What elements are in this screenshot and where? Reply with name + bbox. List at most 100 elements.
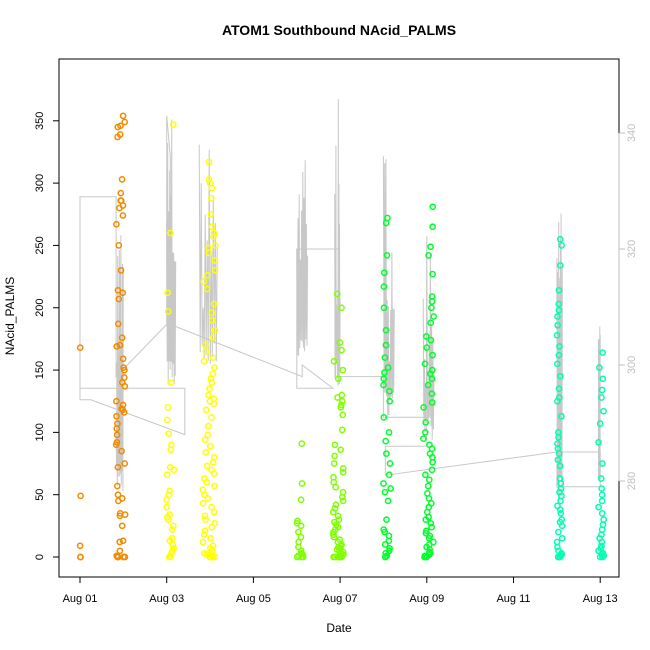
data-point <box>337 404 345 411</box>
data-point <box>164 404 172 411</box>
data-point <box>339 465 347 472</box>
data-point <box>118 334 126 342</box>
data-point <box>211 326 219 334</box>
data-point <box>381 369 388 376</box>
data-point <box>203 462 211 470</box>
data-point <box>164 308 172 315</box>
data-point <box>170 121 177 128</box>
data-point <box>211 482 218 490</box>
data-point <box>114 491 122 499</box>
data-point <box>330 357 338 365</box>
data-point <box>598 497 606 505</box>
data-point <box>380 480 387 487</box>
chart-title: ATOM1 Southbound NAcid_PALMS <box>222 22 456 38</box>
data-point <box>207 375 215 383</box>
x-tick-label: Aug 11 <box>496 593 530 605</box>
data-point <box>119 212 127 219</box>
x-tick-label: Aug 05 <box>236 593 271 605</box>
data-point <box>209 553 217 561</box>
data-point <box>202 341 209 349</box>
secondary-line-layer <box>79 99 601 501</box>
data-point <box>557 497 564 505</box>
data-point <box>116 204 123 212</box>
data-point <box>381 488 389 496</box>
data-point <box>121 460 129 467</box>
data-point <box>556 343 563 350</box>
data-point <box>121 118 129 126</box>
data-point <box>555 300 563 308</box>
data-point <box>336 339 344 346</box>
data-point <box>298 553 306 561</box>
data-point <box>554 543 561 551</box>
data-point <box>206 553 214 561</box>
data-point <box>598 510 606 517</box>
data-point <box>76 542 84 550</box>
data-point <box>334 553 341 561</box>
data-point <box>200 278 208 285</box>
data-point <box>166 487 174 495</box>
data-point <box>211 364 218 371</box>
data-point <box>201 436 209 444</box>
x-tick-label: Aug 09 <box>409 593 444 605</box>
data-point <box>203 478 211 486</box>
data-point <box>598 386 606 394</box>
data-point <box>201 491 208 499</box>
data-point <box>427 243 434 251</box>
data-point <box>554 397 561 405</box>
secondary-line-spikes <box>382 156 395 417</box>
data-point <box>207 534 215 542</box>
data-point <box>387 485 394 492</box>
data-point <box>298 480 306 487</box>
data-point <box>208 184 216 192</box>
data-point <box>339 497 347 505</box>
data-point <box>429 458 436 466</box>
data-point <box>420 404 427 411</box>
data-point <box>554 456 562 464</box>
secondary-y-axis: 280 300 320 340 <box>618 124 638 490</box>
data-point <box>166 553 173 561</box>
data-point <box>598 538 606 546</box>
data-point <box>203 271 211 279</box>
data-point <box>382 326 390 334</box>
data-point <box>382 437 390 445</box>
data-point <box>556 372 564 380</box>
data-point <box>425 476 433 484</box>
data-point <box>170 466 178 474</box>
secondary-line-spikes <box>115 235 124 492</box>
data-point <box>208 379 216 386</box>
data-point <box>556 462 564 470</box>
secondary-line-path <box>79 115 601 488</box>
data-point <box>113 343 121 350</box>
data-point <box>338 304 345 312</box>
data-point <box>211 257 219 264</box>
data-point <box>555 434 562 441</box>
data-point <box>596 364 603 371</box>
data-point <box>298 440 306 447</box>
data-point <box>334 375 342 383</box>
data-point <box>208 523 216 531</box>
data-point <box>201 512 209 520</box>
data-point <box>422 516 430 523</box>
points-layer <box>76 112 608 561</box>
data-point <box>596 420 604 427</box>
data-point <box>338 397 346 405</box>
data-point <box>200 357 208 365</box>
data-point <box>211 267 219 274</box>
data-point <box>114 123 122 131</box>
data-point <box>205 176 213 183</box>
data-point <box>114 497 122 505</box>
data-point <box>384 364 392 371</box>
data-point <box>113 431 121 439</box>
data-point <box>428 466 436 474</box>
data-point <box>120 409 128 416</box>
data-point <box>385 429 393 436</box>
data-point <box>115 295 123 303</box>
y-tick-label: 300 <box>34 174 46 192</box>
data-point <box>557 485 565 492</box>
y-tick-label: 150 <box>34 361 46 379</box>
data-point <box>422 333 430 340</box>
data-point <box>208 309 216 317</box>
data-point <box>385 537 393 545</box>
data-point <box>199 538 207 546</box>
